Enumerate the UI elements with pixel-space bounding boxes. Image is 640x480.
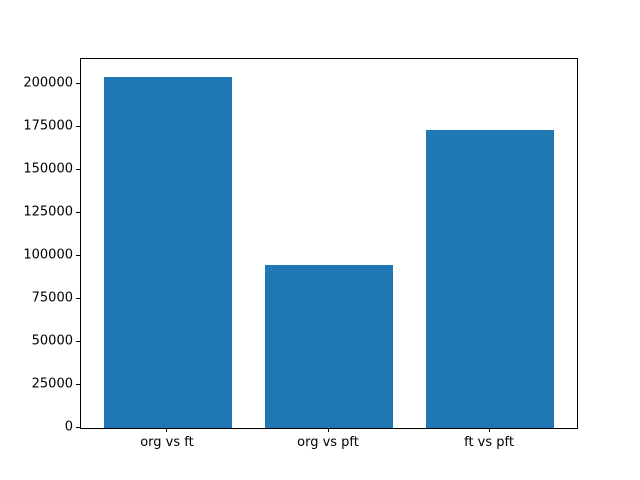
y-tick-mark bbox=[76, 297, 80, 299]
y-tick-label: 100000 bbox=[23, 247, 73, 263]
y-tick-mark bbox=[76, 211, 80, 213]
plot-area bbox=[80, 58, 578, 429]
y-tick-label: 0 bbox=[64, 419, 73, 435]
y-tick-label: 25000 bbox=[31, 376, 73, 392]
y-tick-mark bbox=[76, 82, 80, 84]
x-tick-mark bbox=[166, 428, 168, 432]
y-tick-mark bbox=[76, 426, 80, 428]
y-tick-label: 125000 bbox=[23, 204, 73, 220]
y-tick-mark bbox=[76, 383, 80, 385]
y-tick-mark bbox=[76, 254, 80, 256]
y-tick-mark bbox=[76, 340, 80, 342]
x-tick-label: ft vs pft bbox=[464, 435, 514, 450]
x-tick-mark bbox=[488, 428, 490, 432]
bar-ft-vs-pft bbox=[425, 130, 555, 428]
bar-org-vs-ft bbox=[103, 76, 233, 428]
x-tick-label: org vs ft bbox=[140, 435, 194, 450]
x-tick-mark bbox=[327, 428, 329, 432]
x-tick-label: org vs pft bbox=[297, 435, 359, 450]
y-tick-label: 175000 bbox=[23, 118, 73, 134]
y-tick-label: 50000 bbox=[31, 333, 73, 349]
y-tick-label: 150000 bbox=[23, 161, 73, 177]
y-tick-label: 75000 bbox=[31, 290, 73, 306]
y-tick-label: 200000 bbox=[23, 75, 73, 91]
bar-org-vs-pft bbox=[264, 264, 394, 428]
y-tick-mark bbox=[76, 168, 80, 170]
y-tick-mark bbox=[76, 125, 80, 127]
